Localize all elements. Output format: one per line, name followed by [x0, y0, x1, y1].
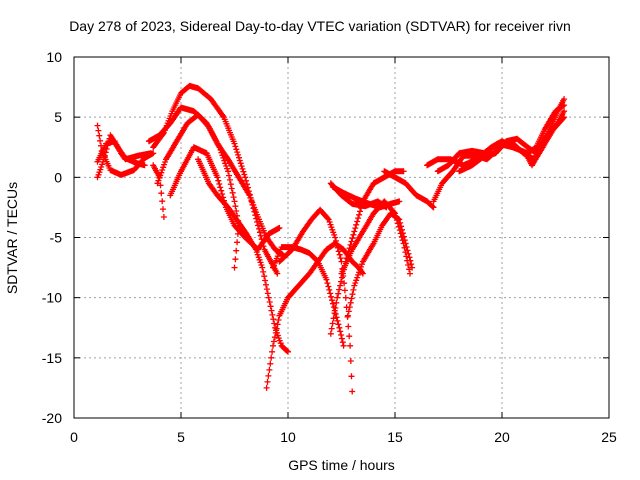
x-tick-label: 5	[177, 429, 185, 445]
track-markers	[263, 240, 366, 391]
series-track	[263, 240, 366, 391]
series-track	[154, 111, 287, 259]
y-tick-label: -10	[42, 290, 62, 306]
track-markers	[195, 156, 291, 355]
series-track	[381, 168, 437, 211]
x-tick-label: 0	[70, 429, 78, 445]
series-track	[276, 206, 356, 395]
y-tick-label: -5	[50, 230, 63, 246]
track-markers	[456, 108, 568, 175]
y-axis-label: SDTVAR / TECUs	[4, 181, 20, 295]
series-track	[329, 184, 403, 211]
x-tick-label: 15	[387, 429, 403, 445]
series-track	[150, 162, 167, 220]
track-markers	[154, 111, 287, 259]
chart-title: Day 278 of 2023, Sidereal Day-to-day VTE…	[69, 18, 571, 34]
grid	[74, 57, 609, 418]
series-track	[456, 108, 568, 175]
track-markers	[329, 184, 403, 211]
y-tick-label: 10	[46, 49, 62, 65]
y-tick-label: 0	[54, 169, 62, 185]
series-track	[94, 132, 148, 181]
y-tick-label: 5	[54, 109, 62, 125]
track-markers	[276, 206, 356, 395]
series-track	[195, 156, 291, 355]
track-markers	[150, 162, 167, 220]
x-tick-label: 10	[280, 429, 296, 445]
track-markers	[94, 132, 148, 181]
y-tick-label: -20	[42, 410, 62, 426]
y-tick-label: -15	[42, 350, 62, 366]
track-markers	[381, 168, 437, 211]
x-tick-label: 20	[494, 429, 510, 445]
data-marks	[94, 82, 568, 395]
x-tick-label: 25	[601, 429, 617, 445]
y-axis: -20 -15 -10 -5 0 5 10	[42, 49, 609, 426]
x-axis: 0 5 10 15 20 25	[70, 57, 617, 445]
x-axis-label: GPS time / hours	[288, 457, 395, 473]
